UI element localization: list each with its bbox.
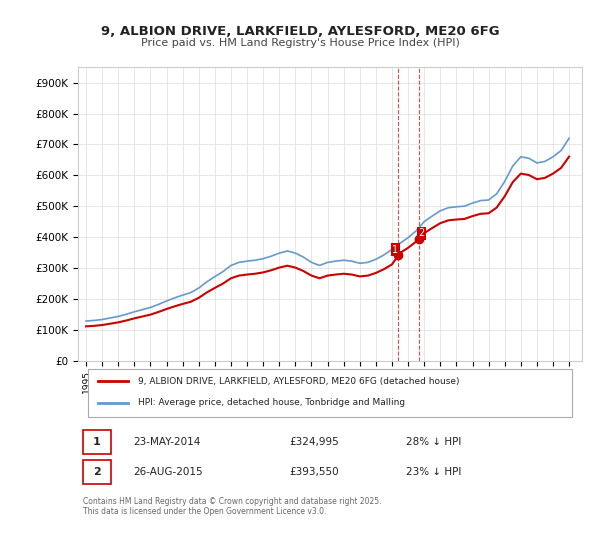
Text: 28% ↓ HPI: 28% ↓ HPI (406, 437, 461, 447)
Text: 26-AUG-2015: 26-AUG-2015 (133, 467, 203, 477)
Text: 23-MAY-2014: 23-MAY-2014 (133, 437, 201, 447)
Text: 9, ALBION DRIVE, LARKFIELD, AYLESFORD, ME20 6FG (detached house): 9, ALBION DRIVE, LARKFIELD, AYLESFORD, M… (139, 377, 460, 386)
Text: 9, ALBION DRIVE, LARKFIELD, AYLESFORD, ME20 6FG: 9, ALBION DRIVE, LARKFIELD, AYLESFORD, M… (101, 25, 499, 38)
FancyBboxPatch shape (88, 369, 572, 417)
FancyBboxPatch shape (83, 430, 111, 454)
Text: 1: 1 (392, 245, 398, 255)
Text: £324,995: £324,995 (290, 437, 340, 447)
Text: HPI: Average price, detached house, Tonbridge and Malling: HPI: Average price, detached house, Tonb… (139, 398, 406, 407)
Text: Contains HM Land Registry data © Crown copyright and database right 2025.
This d: Contains HM Land Registry data © Crown c… (83, 497, 382, 516)
FancyBboxPatch shape (83, 460, 111, 484)
Text: 1: 1 (93, 437, 101, 447)
Text: Price paid vs. HM Land Registry's House Price Index (HPI): Price paid vs. HM Land Registry's House … (140, 38, 460, 48)
Text: 2: 2 (93, 467, 101, 477)
Text: £393,550: £393,550 (290, 467, 340, 477)
Text: 23% ↓ HPI: 23% ↓ HPI (406, 467, 461, 477)
Text: 2: 2 (419, 228, 425, 239)
